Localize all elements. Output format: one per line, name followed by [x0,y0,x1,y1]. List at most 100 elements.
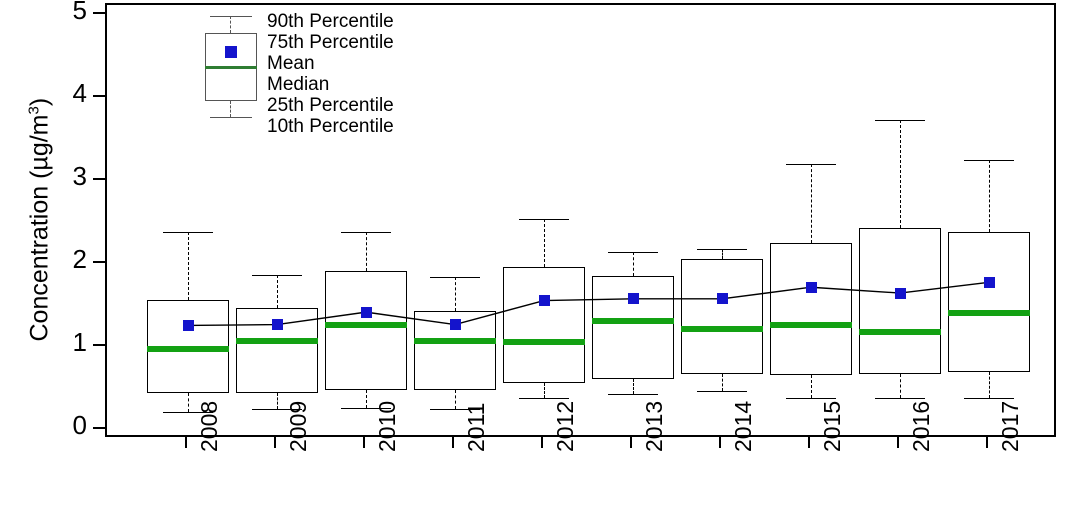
interquartile-box[interactable] [770,243,852,376]
legend-p10-whisker [230,101,231,117]
box-plot-group[interactable] [107,5,1054,435]
x-axis-tick-label: 2011 [463,402,489,452]
x-axis-tick [808,436,810,448]
median-line [414,338,496,345]
upper-whisker [989,160,990,232]
plot-inner [107,5,1054,435]
median-line [325,322,407,329]
x-axis-tick [719,436,721,448]
mean-marker[interactable] [627,293,639,305]
upper-whisker [722,249,723,259]
p90-cap [875,120,925,122]
mean-marker[interactable] [538,295,550,307]
legend-label-p90: 90th Percentile [267,11,394,32]
p90-cap [430,277,480,279]
p10-cap [163,411,213,413]
lower-whisker [544,382,545,398]
y-axis-tick [93,12,105,14]
lower-whisker [900,373,901,398]
interquartile-box[interactable] [948,231,1030,372]
x-axis-tick-label: 2010 [374,400,400,452]
p10-cap [875,397,925,399]
x-axis-tick-label: 2016 [908,400,934,452]
interquartile-box[interactable] [325,271,407,391]
mean-marker[interactable] [805,281,817,293]
box-plot-group[interactable] [107,5,1054,435]
legend-label-median: Median [267,74,330,95]
x-axis-tick [986,436,988,448]
mean-marker[interactable] [894,287,906,299]
y-axis-title-exponent: 3 [25,106,43,115]
interquartile-box[interactable] [236,307,318,393]
p90-cap [608,251,658,253]
mean-marker[interactable] [271,319,283,331]
p90-cap [163,231,213,233]
median-line [681,325,763,332]
lower-whisker [722,373,723,391]
mean-marker[interactable] [360,306,372,318]
lower-whisker [455,390,456,410]
interquartile-box[interactable] [859,228,941,374]
x-axis-tick [363,436,365,448]
interquartile-box[interactable] [681,259,763,374]
box-plot-group[interactable] [107,5,1054,435]
lower-whisker [989,371,990,399]
p10-cap [786,397,836,399]
x-axis-tick [452,436,454,448]
median-line [236,338,318,345]
mean-marker[interactable] [182,319,194,331]
box-plot-group[interactable] [107,5,1054,435]
legend-label-p25: 25th Percentile [267,95,394,116]
interquartile-box[interactable] [503,267,585,383]
lower-whisker [366,390,367,409]
p90-cap [252,274,302,276]
lower-whisker [277,392,278,410]
box-plot-group[interactable] [107,5,1054,435]
legend-p10-cap [210,117,252,118]
p10-cap [430,409,480,411]
x-axis-tick [630,436,632,448]
x-axis-tick-label: 2008 [196,400,222,452]
y-axis-tick-label: 5 [72,0,87,25]
p10-cap [341,408,391,410]
x-axis-tick [274,436,276,448]
interquartile-box[interactable] [414,311,496,391]
p90-cap [341,231,391,233]
box-plot-group[interactable] [107,5,1054,435]
upper-whisker [544,219,545,268]
p90-cap [519,219,569,221]
upper-whisker [811,164,812,244]
median-line [948,309,1030,316]
plot-area: 90th Percentile 75th Percentile Mean Med… [105,3,1056,437]
upper-whisker [366,231,367,272]
legend-mean-marker [225,46,237,58]
p10-cap [608,394,658,396]
y-axis-tick [93,344,105,346]
legend-label-p10: 10th Percentile [267,116,394,137]
mean-marker[interactable] [983,276,995,288]
legend-p90-whisker [230,16,231,33]
legend-label-p75: 75th Percentile [267,32,394,53]
upper-whisker [633,251,634,277]
y-axis-tick-label: 0 [72,410,87,440]
p10-cap [964,398,1014,400]
mean-marker[interactable] [449,319,461,331]
lower-whisker [811,375,812,398]
upper-whisker [900,120,901,229]
y-axis-title-text: Concentration (µg/m [25,114,54,342]
upper-whisker [277,274,278,308]
y-axis-tick [93,178,105,180]
median-line [503,339,585,346]
box-plot-group[interactable] [107,5,1054,435]
box-plot-group[interactable] [107,5,1054,435]
median-line [770,322,852,329]
box-plot-group[interactable] [107,5,1054,435]
interquartile-box[interactable] [592,276,674,380]
legend-p90-cap [210,16,252,17]
legend-median-line [205,66,257,69]
box-plot-group[interactable] [107,5,1054,435]
y-axis-tick-label: 4 [72,78,87,108]
mean-marker[interactable] [716,293,728,305]
x-axis-tick [185,436,187,448]
